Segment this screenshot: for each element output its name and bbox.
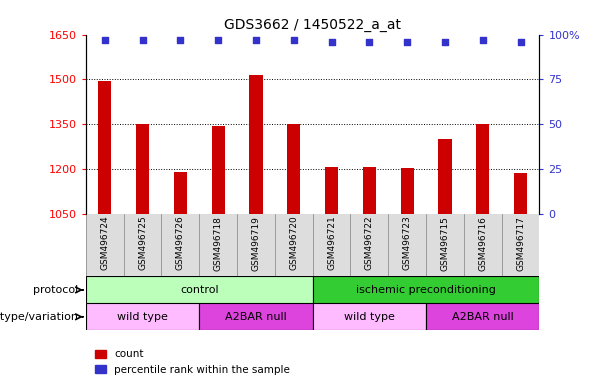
Text: GSM496726: GSM496726 (176, 216, 185, 270)
Bar (199, 303, 313, 330)
Point (516, 39, 525, 45)
Point (251, 37, 261, 43)
Bar (173, 172, 187, 214)
Point (213, 37, 223, 43)
Text: GSM496717: GSM496717 (516, 216, 525, 270)
Bar (325, 167, 338, 214)
Point (137, 37, 148, 43)
Text: GSM496715: GSM496715 (440, 216, 449, 270)
Point (402, 39, 412, 45)
Bar (476, 124, 489, 214)
Bar (313, 303, 426, 330)
Bar (86, 303, 199, 330)
Bar (438, 139, 452, 214)
Point (440, 39, 450, 45)
Text: GSM496721: GSM496721 (327, 216, 336, 270)
Point (364, 39, 374, 45)
Bar (287, 124, 300, 214)
Text: A2BAR null: A2BAR null (452, 312, 514, 322)
Text: GSM496723: GSM496723 (403, 216, 412, 270)
Legend: count, percentile rank within the sample: count, percentile rank within the sample (91, 345, 294, 379)
Bar (313, 276, 539, 303)
Bar (514, 174, 527, 214)
Bar (363, 167, 376, 214)
Bar (136, 124, 149, 214)
Point (327, 39, 337, 45)
Text: ischemic preconditioning: ischemic preconditioning (356, 285, 496, 295)
Bar (98, 81, 112, 214)
Text: GSM496719: GSM496719 (251, 216, 261, 270)
Text: wild type: wild type (117, 312, 168, 322)
Text: wild type: wild type (344, 312, 395, 322)
Text: control: control (180, 285, 219, 295)
Point (175, 37, 185, 43)
Bar (400, 168, 414, 214)
Title: GDS3662 / 1450522_a_at: GDS3662 / 1450522_a_at (224, 18, 401, 32)
Text: GSM496725: GSM496725 (138, 216, 147, 270)
Bar (249, 74, 262, 214)
Text: A2BAR null: A2BAR null (225, 312, 287, 322)
Bar (211, 126, 225, 214)
Text: genotype/variation: genotype/variation (0, 312, 78, 322)
Text: GSM496716: GSM496716 (478, 216, 487, 270)
Text: GSM496724: GSM496724 (100, 216, 109, 270)
Point (289, 37, 299, 43)
Point (100, 37, 110, 43)
Text: GSM496722: GSM496722 (365, 216, 374, 270)
Point (478, 37, 488, 43)
Bar (86, 276, 313, 303)
Text: GSM496718: GSM496718 (213, 216, 223, 270)
Bar (426, 303, 539, 330)
Text: protocol: protocol (33, 285, 78, 295)
Text: GSM496720: GSM496720 (289, 216, 299, 270)
